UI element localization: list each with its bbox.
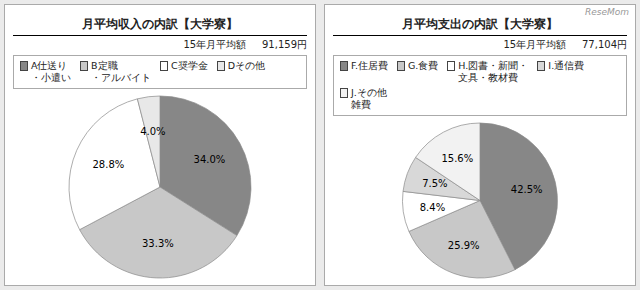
chart-root: 月平均収入の内訳【大学寮】 15年月平均額 91,159円 A仕送り ・小遣い B定職… [0, 0, 640, 290]
legend-label: A仕送り ・小遣い [31, 60, 71, 84]
chart-title: 月平均支出の内訳【大学寮】 [333, 17, 627, 32]
data-label: 28.8% [92, 159, 124, 170]
chart-panel: 月平均収入の内訳【大学寮】 15年月平均額 91,159円 A仕送り ・小遣い B定職… [4, 4, 316, 286]
legend-item: B定職 ・アルバイト [80, 60, 151, 84]
legend-label: J.その他 雑費 [351, 87, 387, 111]
plot-area: 34.0% 33.3% 28.8% 4.0% [13, 93, 307, 281]
legend-item: H.図書・新聞・ 文具・教材費 [447, 60, 528, 84]
legend-label: F.住居費 [351, 60, 388, 72]
chart-panel: ReseMom月平均支出の内訳【大学寮】 15年月平均額 77,104円 F.住居費… [324, 4, 636, 286]
legend-label: Dその他 [228, 60, 265, 72]
legend-swatch [340, 61, 348, 71]
data-label: 25.9% [448, 240, 480, 251]
legend-swatch [340, 88, 348, 98]
annotation: ReseMom [585, 7, 629, 17]
legend-swatch [537, 61, 545, 71]
legend-label: I.通信費 [548, 60, 584, 72]
chart-subtitle: 15年月平均額 77,104円 [333, 35, 627, 51]
data-label: 34.0% [194, 154, 226, 165]
slices [69, 96, 251, 278]
legend-label: B定職 ・アルバイト [91, 60, 151, 84]
legend-swatch [20, 61, 28, 71]
chart-title: 月平均収入の内訳【大学寮】 [13, 17, 307, 32]
legend-item: A仕送り ・小遣い [20, 60, 71, 84]
pie-slice [137, 96, 160, 187]
legend-label: H.図書・新聞・ 文具・教材費 [458, 60, 528, 84]
legend-swatch [160, 61, 168, 71]
pie-slice [416, 123, 480, 201]
legend-swatch [217, 61, 225, 71]
chart-subtitle: 15年月平均額 91,159円 [13, 35, 307, 51]
legend-item: J.その他 雑費 [340, 87, 387, 111]
pie-slice [409, 201, 515, 279]
pie-chart: 34.0% 33.3% 28.8% 4.0% [13, 93, 307, 281]
legend-swatch [80, 61, 88, 71]
legend-item: Dその他 [217, 60, 265, 84]
data-label: 33.3% [142, 238, 174, 249]
data-label: 15.6% [441, 153, 473, 164]
legend-item: C奨学金 [160, 60, 208, 84]
legend-item: G.食費 [397, 60, 438, 84]
legend-label: G.食費 [408, 60, 438, 72]
data-label: 42.5% [511, 184, 543, 195]
pie-chart: 42.5% 25.9% 8.4% 7.5% 15.6% [333, 120, 627, 281]
data-labels: 34.0% 33.3% 28.8% 4.0% [92, 126, 225, 249]
plot-area: 42.5% 25.9% 8.4% 7.5% 15.6% [333, 120, 627, 281]
data-label: 7.5% [422, 178, 447, 189]
slices [403, 123, 558, 278]
legend-label: C奨学金 [171, 60, 208, 72]
legend: F.住居費 G.食費 H.図書・新聞・ 文具・教材費 I.通信費 J.その他 雑費 [333, 55, 627, 116]
data-label: 8.4% [420, 202, 445, 213]
legend: A仕送り ・小遣い B定職 ・アルバイト C奨学金 Dその他 [13, 55, 307, 89]
legend-swatch [397, 61, 405, 71]
legend-item: F.住居費 [340, 60, 388, 84]
data-label: 4.0% [140, 126, 165, 137]
data-labels: 42.5% 25.9% 8.4% 7.5% 15.6% [420, 153, 543, 252]
legend-item: I.通信費 [537, 60, 584, 84]
legend-swatch [447, 61, 455, 71]
